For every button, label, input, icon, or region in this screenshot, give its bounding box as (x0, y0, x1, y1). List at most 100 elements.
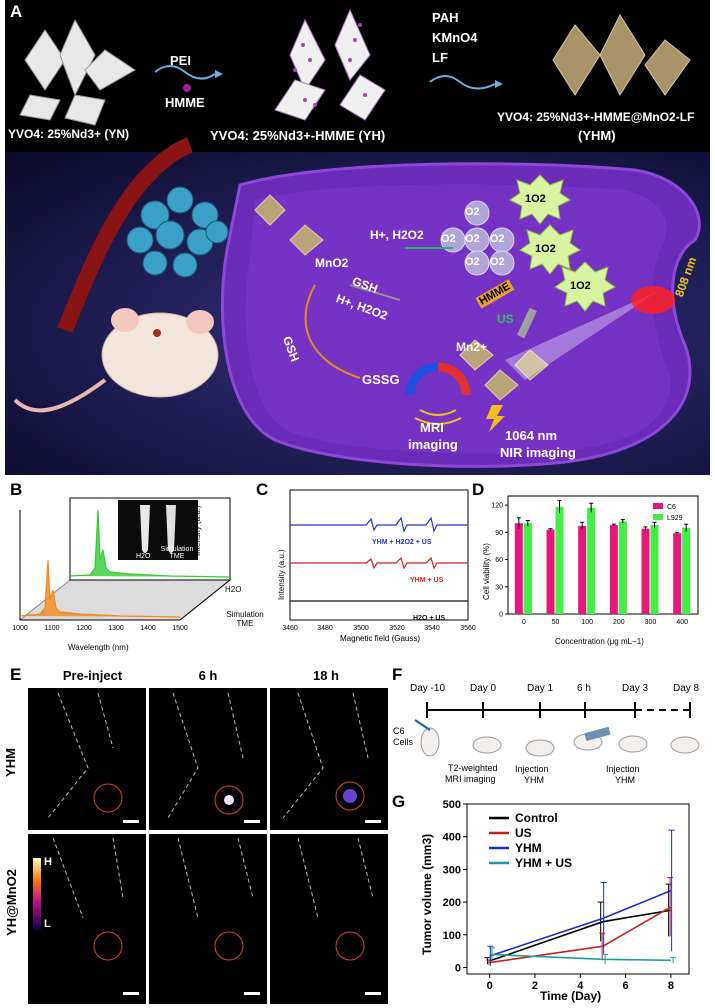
f-inj1-1: Injection (515, 764, 549, 774)
g-legend-label-3: YHM + US (515, 856, 572, 870)
d-bar-L929-200 (618, 521, 627, 614)
panel-d-ylabel: Cell viability (%) (482, 543, 491, 600)
yh-crystals (274, 8, 386, 121)
f-c6-2: Cells (393, 737, 414, 747)
g-line-US (489, 906, 672, 964)
b-xtick-1: 1100 (44, 625, 59, 632)
us-probe (517, 307, 537, 339)
panel-f-letter: F (392, 665, 403, 684)
o2-bubbles (440, 200, 515, 276)
colorbar-high: H (44, 856, 52, 868)
legend-l929-label: L929 (667, 515, 683, 522)
f-day-1: Day 0 (470, 683, 497, 694)
tumor-cluster (126, 186, 229, 278)
c-xtick-4: 3540 (424, 625, 440, 632)
mouse-body (101, 312, 219, 398)
b-xtick-0: 1000 (12, 625, 28, 632)
b-xtick-5: 1500 (172, 625, 188, 632)
mri-yhmno2-18h (270, 834, 388, 1004)
g-xtick-4: 8 (668, 980, 674, 992)
trace-tme (19, 559, 181, 618)
d-ytick-0: 0 (499, 612, 503, 619)
b-xtick-2: 1200 (76, 625, 92, 632)
panel-b-xlabel: Wavelength (nm) (68, 643, 129, 652)
trace-red (290, 556, 468, 570)
mri-overlay (33, 692, 381, 995)
label-mri-1: MRI (420, 420, 444, 435)
c-xtick-2: 3500 (353, 625, 369, 632)
label-mn2: Mn2+ (456, 340, 488, 354)
d-bar-L929-50 (555, 506, 564, 614)
d-xtick-1: 50 (552, 619, 560, 626)
d-bar-L929-300 (650, 525, 659, 614)
g-legend-label-0: Control (515, 811, 558, 825)
panel-g-ylabel: Tumor volume (mm3) (420, 833, 434, 955)
singlet-oxygen-stars (509, 174, 616, 312)
f-day-4: Day 3 (622, 683, 649, 694)
g-legend-label-1: US (515, 826, 532, 840)
inset-photo (118, 500, 198, 560)
label-1o2-2: 1O2 (535, 243, 556, 255)
colorbar-low: L (44, 918, 51, 930)
label-hmme: HMME (165, 95, 205, 110)
f-inj1-2: YHM (524, 775, 544, 785)
d-bar-L929-0 (523, 523, 532, 614)
g-xtick-2: 4 (577, 980, 584, 992)
panel-c-xticks: 3460 3480 3500 3520 3540 3560 (282, 625, 476, 632)
label-h-h2o2: H+, H2O2 (370, 228, 424, 242)
g-line-Control (489, 909, 672, 962)
trace-h2o (69, 509, 231, 578)
b-xtick-3: 1300 (108, 625, 124, 632)
lightning-icon (486, 405, 505, 432)
g-ytick-2: 200 (443, 897, 461, 909)
d-bar-C6-0 (514, 523, 523, 614)
label-o2-1: O2 (465, 206, 480, 218)
panel-c-trace-blue: YHM + H2O2 + US (372, 539, 432, 546)
g-legend-label-2: YHM (515, 841, 542, 855)
d-ytick-2: 60 (495, 557, 503, 564)
g-ytick-5: 500 (443, 799, 461, 811)
mri-yhm-pre (28, 688, 146, 830)
label-o2-6: O2 (490, 256, 505, 268)
f-day-5: Day 8 (673, 683, 700, 694)
panel-f-timeline (414, 702, 700, 757)
g-ytick-0: 0 (455, 962, 461, 974)
hmme-molecule (183, 84, 191, 92)
label-yh: YVO4: 25%Nd3+-HMME (YH) (210, 128, 386, 143)
panel-d-chart: 0 30 60 90 120 0 50 100 200 300 400 C6 L929 (491, 495, 699, 626)
d-xtick-2: 100 (581, 619, 593, 626)
d-bar-C6-100 (578, 525, 587, 614)
d-xtick-4: 300 (645, 619, 657, 626)
panel-c-letter: C (256, 480, 269, 499)
label-yhm-line1: YVO4: 25%Nd3+-HMME@MnO2-LF (497, 110, 695, 124)
panel-a-letter: A (10, 2, 23, 21)
panel-b-letter: B (10, 480, 23, 499)
e-row-1: YH@MnO2 (3, 869, 19, 936)
panel-d-xlabel: Concentration (μg mL−1) (555, 637, 644, 646)
label-lf: LF (432, 50, 448, 65)
d-xtick-3: 200 (613, 619, 625, 626)
mri-yhm-18h (270, 688, 388, 830)
g-xtick-1: 2 (532, 980, 538, 992)
g-ytick-3: 300 (443, 864, 461, 876)
panel-a-illustration (13, 8, 701, 468)
panel-g-xlabel: Time (Day) (540, 989, 602, 1003)
panel-b-xticks: 1000 1100 1200 1300 1400 1500 (12, 625, 188, 632)
panel-b-series-h2o: H2O (225, 585, 242, 594)
g-line-YHM + US (489, 953, 671, 962)
panel-g-letter: G (392, 792, 406, 811)
d-bar-C6-50 (546, 529, 555, 614)
panel-c-trace-red: YHM + US (410, 577, 444, 584)
g-line-YHM (489, 889, 672, 957)
g-ytick-1: 100 (443, 930, 461, 942)
mri-yhm-6h (149, 688, 267, 830)
label-mno2: MnO2 (315, 256, 349, 270)
label-nir-1: 1064 nm (505, 428, 558, 443)
label-nir-2: NIR imaging (500, 445, 576, 460)
reaction-arrow-2 (429, 75, 496, 90)
g-ytick-4: 400 (443, 832, 461, 844)
d-xtick-0: 0 (522, 619, 526, 626)
label-o2-5: O2 (465, 256, 480, 268)
c-xtick-3: 3520 (389, 625, 405, 632)
f-day-2: Day 1 (527, 683, 554, 694)
